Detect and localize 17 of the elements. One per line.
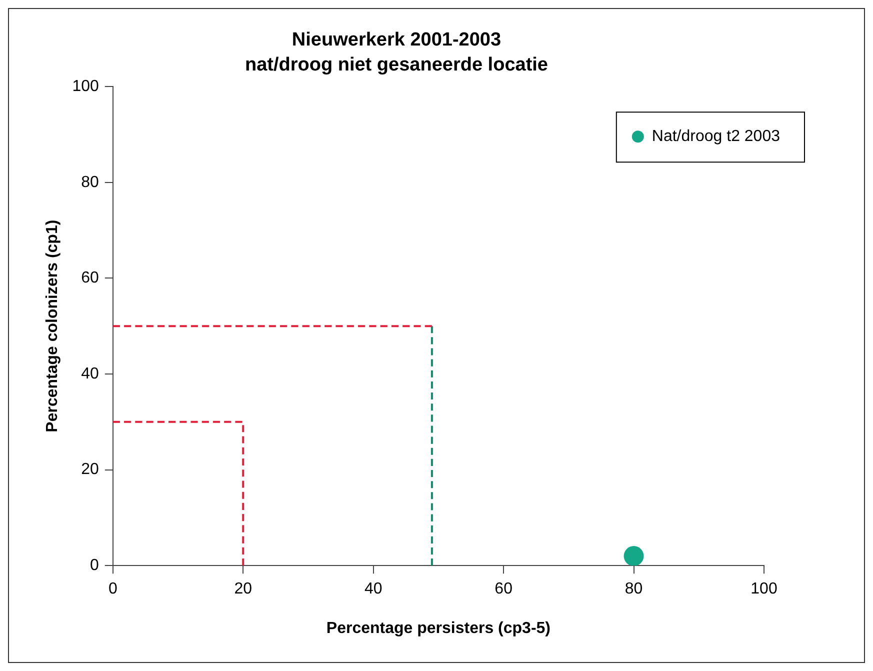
y-tick-label: 0 — [90, 557, 99, 574]
x-tick-label: 100 — [750, 580, 778, 598]
y-axis-title: Percentage colonizers (cp1) — [44, 220, 62, 432]
x-axis-title: Percentage persisters (cp3-5) — [326, 620, 550, 637]
x-tick-label: 0 — [108, 580, 118, 598]
y-tick-label: 20 — [81, 461, 99, 478]
x-tick-label: 60 — [494, 580, 513, 598]
x-tick-label: 40 — [364, 580, 382, 598]
y-tick-label: 40 — [81, 365, 99, 382]
x-tick-label: 80 — [624, 580, 643, 598]
y-tick-label: 80 — [81, 174, 99, 191]
x-tick-label: 20 — [234, 580, 252, 598]
chart-subtitle: nat/droog niet gesaneerde locatie — [244, 54, 548, 76]
y-tick-label: 100 — [72, 78, 99, 96]
y-tick-label: 60 — [81, 270, 99, 287]
legend-label: Nat/droog t2 2003 — [652, 128, 780, 146]
chart-title: Nieuwerkerk 2001-2003 — [292, 30, 502, 51]
